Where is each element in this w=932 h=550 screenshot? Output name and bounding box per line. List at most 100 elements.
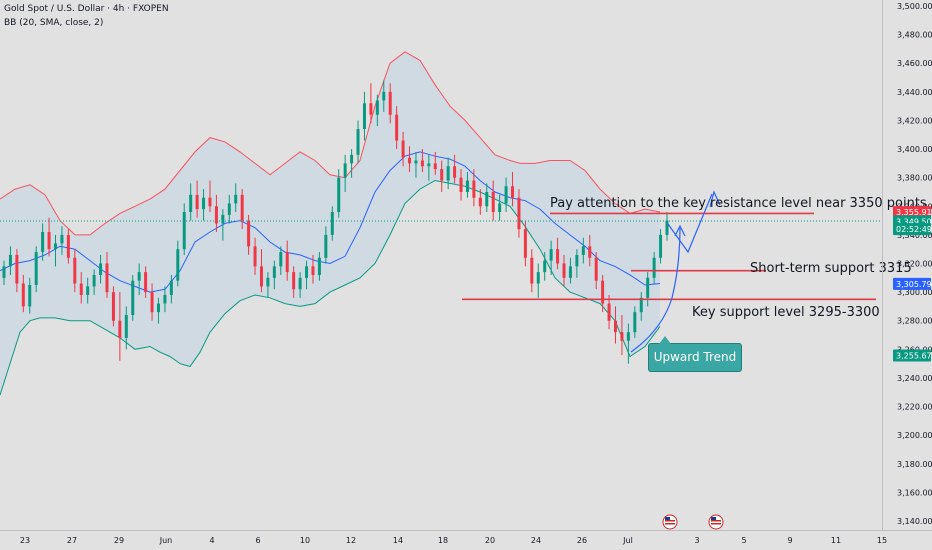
candle[interactable] <box>41 223 45 261</box>
candle[interactable] <box>53 234 57 267</box>
candle[interactable] <box>614 306 618 344</box>
candle[interactable] <box>369 83 373 124</box>
candle[interactable] <box>79 272 83 304</box>
candle[interactable] <box>362 91 366 141</box>
candle[interactable] <box>646 272 650 307</box>
candle[interactable] <box>208 180 212 212</box>
candle[interactable] <box>214 194 218 233</box>
candle[interactable] <box>60 226 64 255</box>
candle[interactable] <box>433 151 437 175</box>
candle[interactable] <box>253 237 257 275</box>
candle[interactable] <box>169 274 173 304</box>
candle[interactable] <box>427 154 431 181</box>
candle[interactable] <box>92 269 96 295</box>
us-flag-icon[interactable] <box>662 514 678 530</box>
candle[interactable] <box>272 260 276 290</box>
candle[interactable] <box>568 257 572 284</box>
candle[interactable] <box>382 80 386 112</box>
candle[interactable] <box>266 272 270 298</box>
candle[interactable] <box>131 274 135 321</box>
candle[interactable] <box>298 272 302 298</box>
candle[interactable] <box>221 209 225 241</box>
candle[interactable] <box>189 183 193 221</box>
candle[interactable] <box>511 171 515 207</box>
candle[interactable] <box>350 149 354 178</box>
candle[interactable] <box>118 292 122 361</box>
candle[interactable] <box>491 180 495 221</box>
candle[interactable] <box>202 189 206 221</box>
candle[interactable] <box>459 169 463 201</box>
us-flag-icon[interactable] <box>708 514 724 530</box>
candle[interactable] <box>453 154 457 184</box>
candle[interactable] <box>620 315 624 356</box>
candle[interactable] <box>388 83 392 124</box>
candle[interactable] <box>15 249 19 293</box>
candle[interactable] <box>543 252 547 281</box>
candle[interactable] <box>305 260 309 290</box>
candle[interactable] <box>195 180 199 218</box>
candle[interactable] <box>517 189 521 238</box>
candle[interactable] <box>536 263 540 298</box>
candle[interactable] <box>330 206 334 241</box>
candle[interactable] <box>414 151 418 178</box>
candle[interactable] <box>111 286 115 327</box>
candle[interactable] <box>247 214 251 255</box>
time-axis[interactable]: 23 27 29 Jun 4 6 10 12 14 18 20 24 26 Jul 3 5 9 11 15 <box>20 536 887 545</box>
candle[interactable] <box>401 131 405 167</box>
candle[interactable] <box>86 277 90 304</box>
candle[interactable] <box>21 274 25 313</box>
candle[interactable] <box>375 94 379 127</box>
candle[interactable] <box>34 246 38 293</box>
candle[interactable] <box>176 240 180 287</box>
candle[interactable] <box>446 157 450 190</box>
candle[interactable] <box>556 237 560 270</box>
candle[interactable] <box>105 252 109 298</box>
candle[interactable] <box>28 277 32 314</box>
candle[interactable] <box>144 266 148 298</box>
candle[interactable] <box>356 120 360 164</box>
candle[interactable] <box>530 249 534 293</box>
candle[interactable] <box>73 249 77 293</box>
candle[interactable] <box>633 306 637 338</box>
candle[interactable] <box>523 220 527 267</box>
candle[interactable] <box>156 297 160 324</box>
candle[interactable] <box>66 229 70 264</box>
candle[interactable] <box>8 246 12 275</box>
candle[interactable] <box>337 169 341 218</box>
candle[interactable] <box>259 249 263 293</box>
candle[interactable] <box>137 263 141 295</box>
candle[interactable] <box>285 240 289 281</box>
candle[interactable] <box>99 254 103 284</box>
candle[interactable] <box>498 194 502 221</box>
candle[interactable] <box>472 169 476 207</box>
candle[interactable] <box>588 234 592 267</box>
candle[interactable] <box>581 237 585 264</box>
candle[interactable] <box>485 183 489 212</box>
candle[interactable] <box>575 249 579 278</box>
candle[interactable] <box>343 154 347 192</box>
candle[interactable] <box>665 212 669 241</box>
candle[interactable] <box>420 149 424 172</box>
candle[interactable] <box>478 189 482 215</box>
candle[interactable] <box>150 283 154 321</box>
candle[interactable] <box>607 294 611 330</box>
candle[interactable] <box>465 171 469 198</box>
candle[interactable] <box>279 246 283 275</box>
candle[interactable] <box>659 229 663 264</box>
candle[interactable] <box>601 274 605 313</box>
candle[interactable] <box>562 254 566 287</box>
candle[interactable] <box>652 252 656 284</box>
candle[interactable] <box>227 194 231 224</box>
candle[interactable] <box>324 226 328 264</box>
symbol-title[interactable]: Gold Spot / U.S. Dollar · 4h · FXOPEN <box>4 4 169 14</box>
candle[interactable] <box>124 306 128 350</box>
candle[interactable] <box>408 146 412 172</box>
candle[interactable] <box>317 252 321 281</box>
candle[interactable] <box>292 266 296 298</box>
candle[interactable] <box>440 160 444 192</box>
candle[interactable] <box>594 252 598 290</box>
candle[interactable] <box>2 260 6 285</box>
candle[interactable] <box>395 106 399 150</box>
